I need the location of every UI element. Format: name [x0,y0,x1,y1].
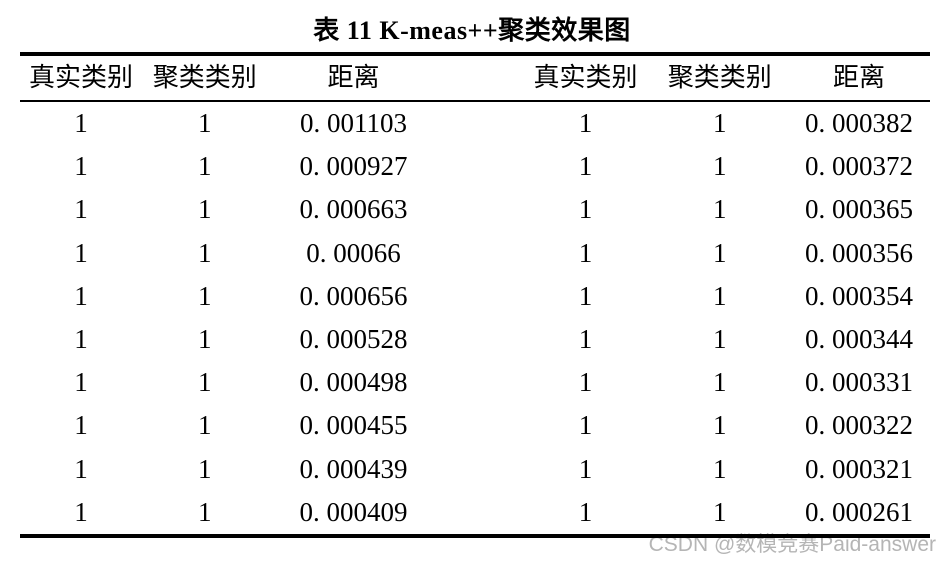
cell-distance: 0. 000455 [299,410,408,441]
cell-distance: 0. 000663 [299,194,408,225]
cell-cluster-class: 1 [197,194,212,225]
cell-true-class: 1 [74,453,88,484]
header-cluster-class-right: 聚类类别 [667,63,772,92]
table-row: 1 1 0. 001103 1 1 0. 000382 [20,102,930,145]
header-true-class-right: 真实类别 [533,63,638,92]
cell-cluster-class: 1 [713,194,727,225]
cell-true-class: 1 [74,151,88,182]
cell-true-class: 1 [578,324,593,355]
cell-cluster-class: 1 [197,410,212,441]
cell-cluster-class: 1 [713,237,727,268]
cell-cluster-class: 1 [713,324,727,355]
cell-true-class: 1 [74,280,88,311]
cluster-results-table: 真实类别 聚类类别 距离 真实类别 聚类类别 距离 1 1 0. 001103 … [20,52,930,538]
cell-distance: 0. 000261 [804,496,913,527]
cell-cluster-class: 1 [197,151,212,182]
cell-true-class: 1 [578,151,593,182]
cell-cluster-class: 1 [197,453,212,484]
cell-true-class: 1 [74,410,88,441]
csdn-watermark: CSDN @数模竞赛Paid-answer [648,533,936,556]
table-row: 1 1 0. 000498 1 1 0. 000331 [20,361,930,404]
cell-true-class: 1 [74,496,88,527]
cell-true-class: 1 [74,108,88,139]
table-row: 1 1 0. 00066 1 1 0. 000356 [20,232,930,275]
header-distance-left: 距离 [327,63,380,92]
cell-true-class: 1 [578,237,593,268]
header-true-class-left: 真实类别 [28,63,133,92]
cell-distance: 0. 00066 [306,237,401,268]
cell-distance: 0. 000656 [299,280,408,311]
cell-cluster-class: 1 [197,324,212,355]
cell-distance: 0. 000382 [804,108,913,139]
cell-true-class: 1 [578,367,593,398]
cell-cluster-class: 1 [197,496,212,527]
table-row: 1 1 0. 000455 1 1 0. 000322 [20,404,930,447]
cell-cluster-class: 1 [713,410,727,441]
table-row: 1 1 0. 000528 1 1 0. 000344 [20,318,930,361]
table-row: 1 1 0. 000663 1 1 0. 000365 [20,188,930,231]
cell-true-class: 1 [578,108,593,139]
cell-true-class: 1 [74,194,88,225]
table-caption: 表 11 K-meas++聚类效果图 [313,16,631,45]
cell-cluster-class: 1 [713,367,727,398]
cell-distance: 0. 000409 [299,496,408,527]
table-row: 1 1 0. 000656 1 1 0. 000354 [20,275,930,318]
cell-distance: 0. 000356 [804,237,913,268]
cell-distance: 0. 000331 [804,367,913,398]
header-distance-right: 距离 [832,63,885,92]
cell-cluster-class: 1 [713,108,727,139]
cell-distance: 0. 001103 [300,108,407,139]
cell-cluster-class: 1 [197,108,212,139]
cell-distance: 0. 000439 [299,453,408,484]
cell-true-class: 1 [74,324,88,355]
cell-distance: 0. 000344 [804,324,913,355]
cell-cluster-class: 1 [713,151,727,182]
cell-distance: 0. 000365 [804,194,913,225]
cell-true-class: 1 [578,194,593,225]
header-cluster-class-left: 聚类类别 [152,63,257,92]
cell-true-class: 1 [578,410,593,441]
table-row: 1 1 0. 000409 1 1 0. 000261 [20,491,930,534]
cell-cluster-class: 1 [713,496,727,527]
cell-cluster-class: 1 [197,237,212,268]
table-header-row: 真实类别 聚类类别 距离 真实类别 聚类类别 距离 [20,56,930,102]
cell-distance: 0. 000528 [299,324,408,355]
cell-cluster-class: 1 [713,280,727,311]
cell-distance: 0. 000322 [804,410,913,441]
cell-true-class: 1 [74,237,88,268]
cell-true-class: 1 [578,453,593,484]
cell-distance: 0. 000321 [804,453,913,484]
table-row: 1 1 0. 000439 1 1 0. 000321 [20,448,930,491]
cell-distance: 0. 000372 [804,151,913,182]
cell-true-class: 1 [578,496,593,527]
cell-cluster-class: 1 [713,453,727,484]
cell-cluster-class: 1 [197,367,212,398]
cell-distance: 0. 000927 [299,151,408,182]
cell-distance: 0. 000354 [804,280,913,311]
cell-distance: 0. 000498 [299,367,408,398]
cell-cluster-class: 1 [197,280,212,311]
cell-true-class: 1 [74,367,88,398]
table-row: 1 1 0. 000927 1 1 0. 000372 [20,145,930,188]
cell-true-class: 1 [578,280,593,311]
